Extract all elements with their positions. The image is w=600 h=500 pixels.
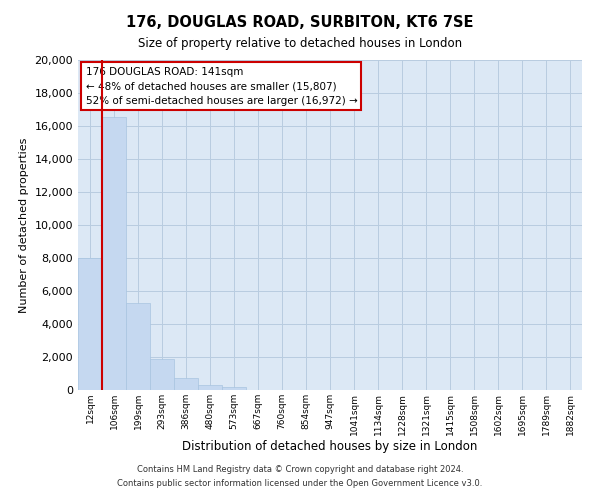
- Text: Size of property relative to detached houses in London: Size of property relative to detached ho…: [138, 38, 462, 51]
- Bar: [78, 258, 102, 390]
- X-axis label: Distribution of detached houses by size in London: Distribution of detached houses by size …: [182, 440, 478, 454]
- Bar: [174, 378, 198, 390]
- Text: 176, DOUGLAS ROAD, SURBITON, KT6 7SE: 176, DOUGLAS ROAD, SURBITON, KT6 7SE: [126, 15, 474, 30]
- Y-axis label: Number of detached properties: Number of detached properties: [19, 138, 29, 312]
- Bar: [150, 360, 174, 390]
- Bar: [126, 302, 150, 390]
- Text: 176 DOUGLAS ROAD: 141sqm
← 48% of detached houses are smaller (15,807)
52% of se: 176 DOUGLAS ROAD: 141sqm ← 48% of detach…: [86, 66, 358, 106]
- Bar: [102, 117, 126, 390]
- Bar: [222, 386, 246, 390]
- Bar: [198, 386, 222, 390]
- Text: Contains HM Land Registry data © Crown copyright and database right 2024.
Contai: Contains HM Land Registry data © Crown c…: [118, 466, 482, 487]
